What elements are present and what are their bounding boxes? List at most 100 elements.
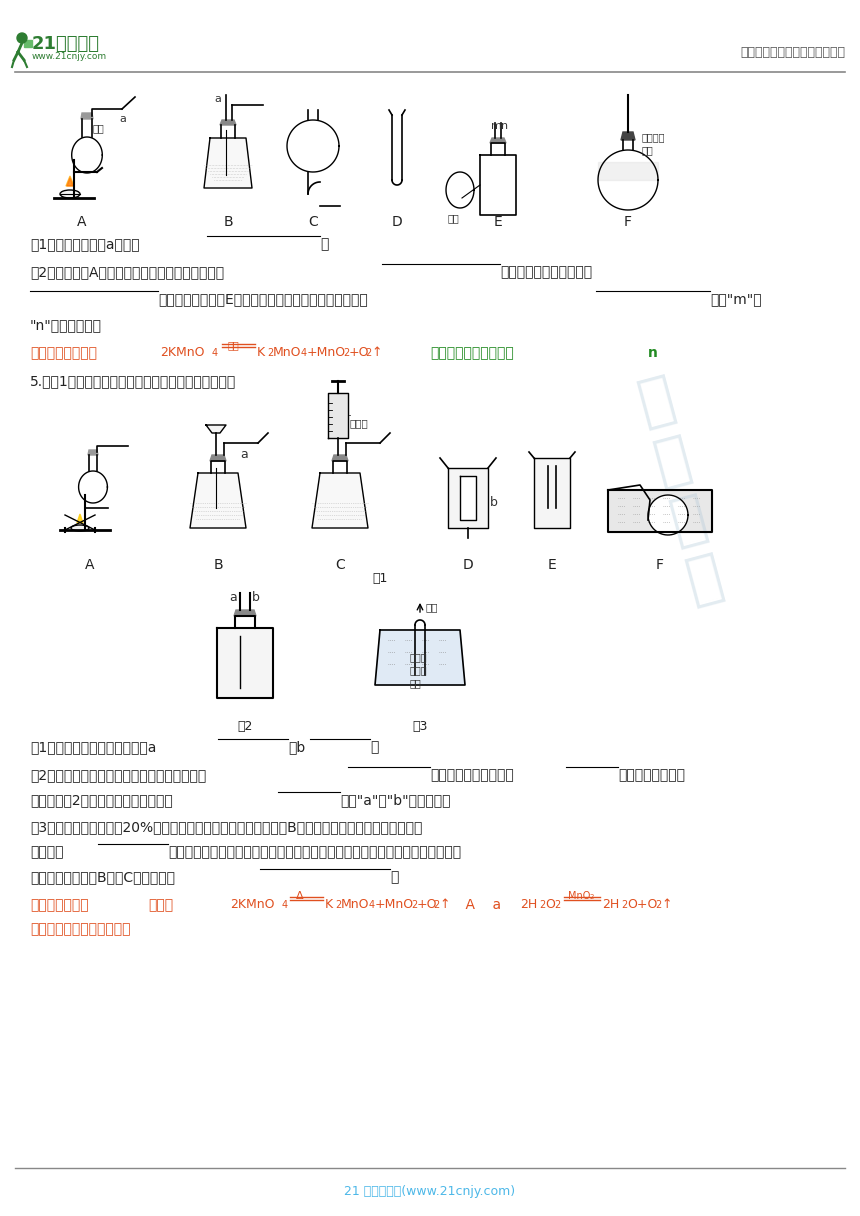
Text: F: F bbox=[624, 215, 632, 229]
Text: 4: 4 bbox=[282, 900, 288, 910]
Text: 2: 2 bbox=[433, 900, 439, 910]
Text: 【答案】锥形瓶: 【答案】锥形瓶 bbox=[30, 897, 89, 912]
Text: 学方程式: 学方程式 bbox=[30, 845, 64, 858]
Polygon shape bbox=[375, 630, 465, 685]
Text: ；实验中，同学们发现不能得到平稳的氧气流，大家提出从两个方面加以改进：: ；实验中，同学们发现不能得到平稳的氧气流，大家提出从两个方面加以改进： bbox=[168, 845, 461, 858]
Text: 2KMnO: 2KMnO bbox=[230, 897, 274, 911]
Text: 注射器: 注射器 bbox=[350, 418, 369, 428]
Text: m: m bbox=[491, 122, 502, 131]
Text: 2: 2 bbox=[267, 348, 273, 358]
Text: 的水: 的水 bbox=[410, 679, 421, 688]
Text: 21 世纪教育网(www.21cnjy.com): 21 世纪教育网(www.21cnjy.com) bbox=[345, 1186, 515, 1199]
Polygon shape bbox=[88, 450, 98, 455]
Text: 2: 2 bbox=[539, 900, 545, 910]
Text: ，b: ，b bbox=[288, 741, 305, 754]
Text: C: C bbox=[335, 558, 345, 572]
Text: 中小学教育资源及组卷应用平台: 中小学教育资源及组卷应用平台 bbox=[740, 45, 845, 58]
Bar bbox=[24, 40, 32, 47]
Text: "n"）管口进入。: "n"）管口进入。 bbox=[30, 319, 102, 332]
Polygon shape bbox=[81, 113, 93, 119]
Text: 溶液: 溶液 bbox=[642, 145, 654, 154]
Text: （3）某化学小组同学用20%的过氧化氢溶液和二氧化锰，并选用B装置来制取氧气，写出此反应的化: （3）某化学小组同学用20%的过氧化氢溶液和二氧化锰，并选用B装置来制取氧气，写… bbox=[30, 820, 422, 834]
Text: MnO: MnO bbox=[273, 347, 302, 359]
Text: a: a bbox=[214, 94, 221, 105]
Polygon shape bbox=[220, 120, 236, 125]
Text: 高锰酸钾粉末进入导管: 高锰酸钾粉末进入导管 bbox=[430, 347, 513, 360]
Polygon shape bbox=[608, 490, 712, 533]
Polygon shape bbox=[67, 178, 73, 186]
Text: 加热: 加热 bbox=[228, 340, 240, 350]
Circle shape bbox=[17, 33, 27, 43]
Text: ，应选择的发生装置是: ，应选择的发生装置是 bbox=[430, 769, 513, 782]
Text: +O: +O bbox=[417, 897, 438, 911]
Text: n: n bbox=[648, 347, 658, 360]
Text: www.21cnjy.com: www.21cnjy.com bbox=[32, 52, 107, 61]
Polygon shape bbox=[210, 455, 226, 461]
Polygon shape bbox=[206, 426, 226, 433]
Text: ；: ； bbox=[370, 741, 378, 754]
Text: 滴有酚: 滴有酚 bbox=[410, 652, 427, 662]
Text: +MnO: +MnO bbox=[307, 347, 346, 359]
Text: MnO: MnO bbox=[341, 897, 370, 911]
Text: （1）写出图中仪器a的名称: （1）写出图中仪器a的名称 bbox=[30, 237, 139, 250]
Polygon shape bbox=[204, 137, 252, 188]
Text: （2）实验室用A装置制取氧气的化学反应方程式为: （2）实验室用A装置制取氧气的化学反应方程式为 bbox=[30, 265, 224, 278]
Polygon shape bbox=[234, 610, 256, 617]
Text: （2）实验室用高锰酸钾制氧气的化学方程式是: （2）实验室用高锰酸钾制氧气的化学方程式是 bbox=[30, 769, 206, 782]
Text: 允
许
资
料: 允 许 资 料 bbox=[632, 368, 728, 612]
Polygon shape bbox=[490, 137, 506, 143]
Text: 2: 2 bbox=[590, 894, 594, 900]
Text: b: b bbox=[490, 496, 498, 510]
Polygon shape bbox=[190, 473, 246, 528]
Polygon shape bbox=[332, 455, 348, 461]
Polygon shape bbox=[460, 475, 476, 520]
Ellipse shape bbox=[71, 525, 89, 531]
Text: ↑: ↑ bbox=[439, 897, 450, 911]
Text: 2: 2 bbox=[554, 900, 560, 910]
Text: 注射器可以控制反应的速度: 注射器可以控制反应的速度 bbox=[30, 922, 131, 936]
Text: A    a: A a bbox=[448, 897, 501, 912]
Text: ，其中棉花的作用是防止: ，其中棉花的作用是防止 bbox=[500, 265, 593, 278]
Text: 如果选用图2装置收集氧气，气体应从: 如果选用图2装置收集氧气，气体应从 bbox=[30, 793, 173, 807]
Text: 4: 4 bbox=[212, 348, 218, 358]
Text: 集气瓶: 集气瓶 bbox=[148, 897, 173, 912]
Text: 2: 2 bbox=[411, 900, 417, 910]
Text: （填"m"或: （填"m"或 bbox=[710, 292, 762, 306]
Text: 2: 2 bbox=[343, 348, 349, 358]
Text: 21世纪教育: 21世纪教育 bbox=[32, 35, 100, 54]
Text: 氢氧化钠: 氢氧化钠 bbox=[642, 133, 666, 142]
Polygon shape bbox=[328, 393, 348, 438]
Text: 2: 2 bbox=[621, 900, 627, 910]
Text: 2: 2 bbox=[655, 900, 661, 910]
Text: 2H: 2H bbox=[602, 897, 619, 911]
Text: D: D bbox=[463, 558, 473, 572]
Polygon shape bbox=[217, 627, 273, 698]
Text: O: O bbox=[545, 897, 555, 911]
Text: 2H: 2H bbox=[520, 897, 538, 911]
Polygon shape bbox=[66, 176, 74, 186]
Text: ↑: ↑ bbox=[371, 347, 382, 359]
Text: 酞溶液: 酞溶液 bbox=[410, 665, 427, 675]
Text: n: n bbox=[501, 122, 508, 131]
Text: 【答案】长颈漏斗: 【答案】长颈漏斗 bbox=[30, 347, 97, 360]
Text: K: K bbox=[325, 897, 333, 911]
Text: ，如果用装满水的E装置收集生成的氧气，则氧气应该从: ，如果用装满水的E装置收集生成的氧气，则氧气应该从 bbox=[158, 292, 368, 306]
Text: E: E bbox=[494, 215, 502, 229]
Text: C: C bbox=[308, 215, 318, 229]
Text: 图3: 图3 bbox=[412, 720, 427, 733]
Text: （填字母代号），: （填字母代号）， bbox=[618, 769, 685, 782]
Text: ；: ； bbox=[390, 869, 398, 884]
Text: a: a bbox=[119, 114, 126, 124]
Text: +MnO: +MnO bbox=[375, 897, 415, 911]
Text: 4: 4 bbox=[301, 348, 307, 358]
Text: 图2: 图2 bbox=[237, 720, 253, 733]
Text: 棉花: 棉花 bbox=[93, 123, 105, 133]
Text: D: D bbox=[391, 215, 402, 229]
Text: A: A bbox=[85, 558, 95, 572]
Text: MnO: MnO bbox=[568, 891, 590, 901]
Text: B: B bbox=[224, 215, 233, 229]
Text: 。: 。 bbox=[320, 237, 329, 250]
Polygon shape bbox=[621, 133, 635, 140]
Text: E: E bbox=[548, 558, 556, 572]
Text: A: A bbox=[77, 215, 87, 229]
